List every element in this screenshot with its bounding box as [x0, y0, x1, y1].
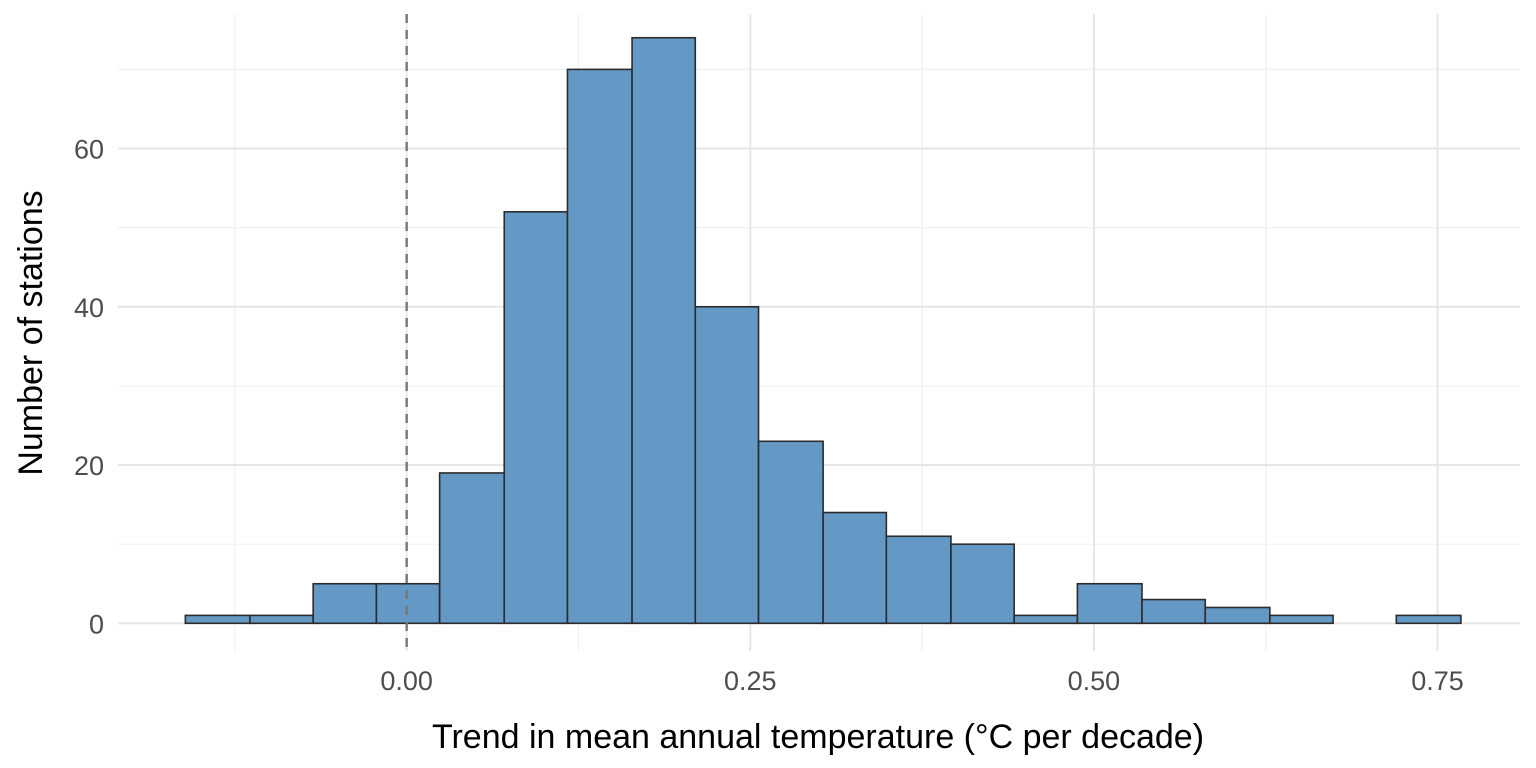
histogram-bar-16 [1204, 606, 1271, 625]
y-tick-label: 40 [74, 293, 104, 323]
histogram-bar-11 [885, 535, 952, 625]
histogram-bars [184, 36, 1462, 625]
y-tick-label: 0 [89, 609, 104, 639]
histogram-bar-3 [375, 582, 441, 625]
y-tick-label: 20 [74, 451, 104, 481]
histogram-bar-13 [1013, 614, 1079, 625]
histogram-bar-9 [757, 440, 824, 625]
histogram-bar-4 [438, 472, 506, 625]
x-axis-ticks: 0.00 0.25 0.50 0.75 [380, 666, 1463, 696]
histogram-bar-7 [631, 36, 697, 625]
histogram-bar-0 [184, 614, 251, 625]
x-tick-label: 0.25 [724, 666, 777, 696]
histogram-bar-8 [694, 305, 760, 625]
histogram-bar-12 [950, 543, 1015, 625]
histogram-bar-15 [1141, 598, 1207, 625]
y-axis-title: Number of stations [12, 190, 50, 475]
x-tick-label: 0.50 [1068, 666, 1121, 696]
y-axis-ticks: 0 20 40 60 [74, 135, 104, 640]
histogram-bar-1 [249, 614, 314, 625]
histogram-bar-5 [503, 211, 569, 625]
x-axis-title: Trend in mean annual temperature (°C per… [432, 718, 1204, 756]
histogram-bar-14 [1076, 582, 1143, 625]
y-tick-label: 60 [74, 135, 104, 165]
histogram-bar-6 [566, 68, 633, 625]
histogram-bar-19 [1395, 614, 1462, 625]
histogram-bar-10 [822, 511, 888, 625]
histogram-bar-2 [312, 582, 378, 625]
x-tick-label: 0.00 [380, 666, 433, 696]
x-tick-label: 0.75 [1411, 666, 1464, 696]
histogram-bar-17 [1269, 614, 1334, 625]
